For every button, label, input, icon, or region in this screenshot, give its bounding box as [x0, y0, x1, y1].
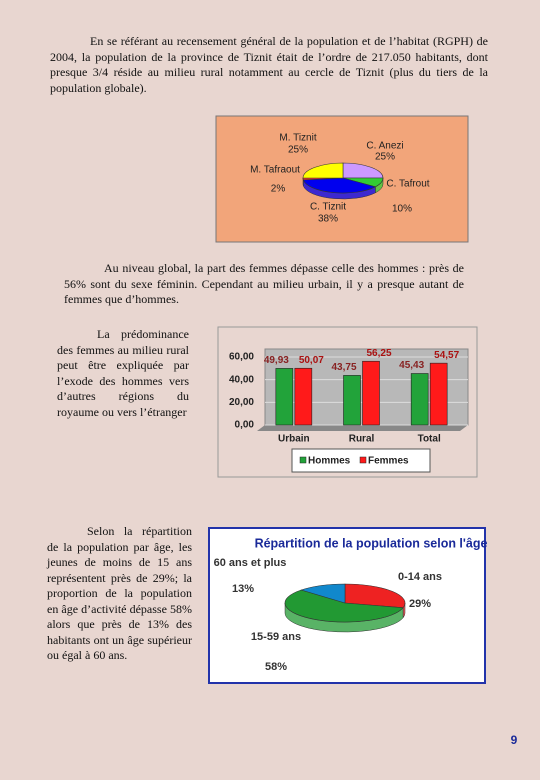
- slice-label: C. Tafrout: [386, 179, 429, 190]
- slice-label: C. Tiznit: [310, 202, 346, 213]
- value-label: 10%: [392, 204, 412, 215]
- value-label: 13%: [232, 583, 254, 595]
- pie-slice: [302, 177, 377, 194]
- value-label: 43,75: [331, 362, 356, 373]
- paragraph: Au niveau global, la part des femmes dép…: [64, 261, 464, 306]
- pie-slice: [300, 583, 346, 604]
- bar: [294, 367, 313, 426]
- paragraph: La prédominance des femmes au milieu rur…: [57, 327, 189, 419]
- slice-label: 60 ans et plus: [214, 557, 287, 569]
- chart-title: Répartition de la population selon l'âge: [255, 536, 488, 550]
- bar: [275, 368, 294, 426]
- x-tick-label: Rural: [349, 434, 375, 445]
- value-label: 38%: [318, 214, 338, 225]
- value-label: 56,25: [366, 348, 391, 359]
- value-label: 25%: [375, 152, 395, 163]
- page-number: 9: [511, 733, 518, 747]
- slice-label: 0-14 ans: [398, 571, 442, 583]
- plot-floor: [257, 425, 468, 431]
- value-label: 50,07: [299, 355, 324, 366]
- y-tick-label: 0,00: [235, 420, 255, 431]
- x-tick-label: Urbain: [278, 434, 310, 445]
- legend-swatch: [299, 456, 307, 464]
- x-tick-label: Total: [418, 434, 441, 445]
- value-label: 45,43: [399, 360, 424, 371]
- paragraph: Selon la répartition de la population pa…: [47, 524, 192, 662]
- slice-label: M. Tiznit: [279, 133, 316, 144]
- paragraph: En se référant au recensement général de…: [50, 34, 488, 95]
- legend-swatch: [359, 456, 367, 464]
- value-label: 25%: [288, 145, 308, 156]
- bar: [429, 362, 448, 426]
- slice-label: C. Anezi: [366, 141, 403, 152]
- legend-label: Femmes: [368, 456, 409, 467]
- pie-slice: [284, 589, 404, 623]
- value-label: 54,57: [434, 350, 459, 361]
- pie-slice: [302, 162, 344, 179]
- slice-label: 15-59 ans: [251, 631, 301, 643]
- pie-slice: [344, 583, 406, 609]
- value-label: 58%: [265, 661, 287, 673]
- value-label: 49,93: [264, 355, 289, 366]
- bar: [410, 373, 429, 426]
- bar: [343, 375, 361, 426]
- bar: [362, 360, 380, 426]
- pie-slice: [342, 162, 384, 179]
- y-tick-label: 60,00: [229, 352, 254, 363]
- value-label: 29%: [409, 598, 431, 610]
- legend-label: Hommes: [308, 456, 351, 467]
- slice-label: M. Tafraout: [250, 165, 300, 176]
- value-label: 2%: [271, 184, 286, 195]
- y-tick-label: 40,00: [229, 374, 254, 385]
- y-tick-label: 20,00: [229, 397, 254, 408]
